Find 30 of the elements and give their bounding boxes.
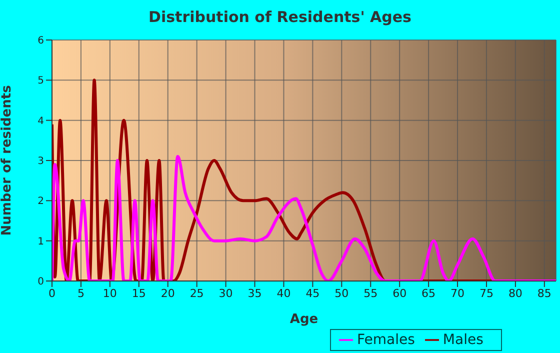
x-tick-label: 5 [77, 286, 84, 300]
y-tick-label: 1 [38, 236, 44, 248]
x-tick-label: 55 [364, 286, 378, 300]
y-tick-label: 2 [38, 196, 44, 208]
x-tick-label: 10 [102, 286, 117, 300]
y-axis-title: Number of residents [0, 84, 15, 236]
x-tick-label: 0 [48, 286, 56, 300]
x-tick-label: 65 [422, 286, 436, 300]
x-tick-label: 85 [537, 286, 552, 300]
legend-label: Males [442, 332, 484, 348]
x-tick-label: 45 [306, 286, 320, 300]
legend-label: Females [357, 332, 415, 348]
x-tick-label: 70 [450, 286, 465, 300]
y-tick-label: 3 [38, 156, 44, 168]
x-tick-label: 15 [132, 286, 146, 300]
y-tick-label: 5 [38, 76, 44, 87]
x-tick-label: 25 [190, 286, 204, 300]
x-tick-label: 35 [248, 286, 262, 300]
x-axis-title: Age [290, 312, 318, 327]
x-tick-label: 40 [276, 286, 291, 300]
x-tick-label: 20 [160, 286, 175, 300]
x-tick-label: 75 [479, 286, 494, 300]
x-tick-label: 30 [218, 286, 233, 300]
x-tick-label: 50 [334, 286, 349, 300]
chart-title: Distribution of Residents' Ages [148, 8, 412, 26]
y-tick-label: 6 [38, 36, 44, 47]
y-tick-label: 4 [38, 116, 44, 127]
y-tick-label: 0 [38, 276, 44, 288]
x-tick-label: 60 [392, 286, 407, 300]
x-tick-label: 80 [508, 286, 522, 300]
